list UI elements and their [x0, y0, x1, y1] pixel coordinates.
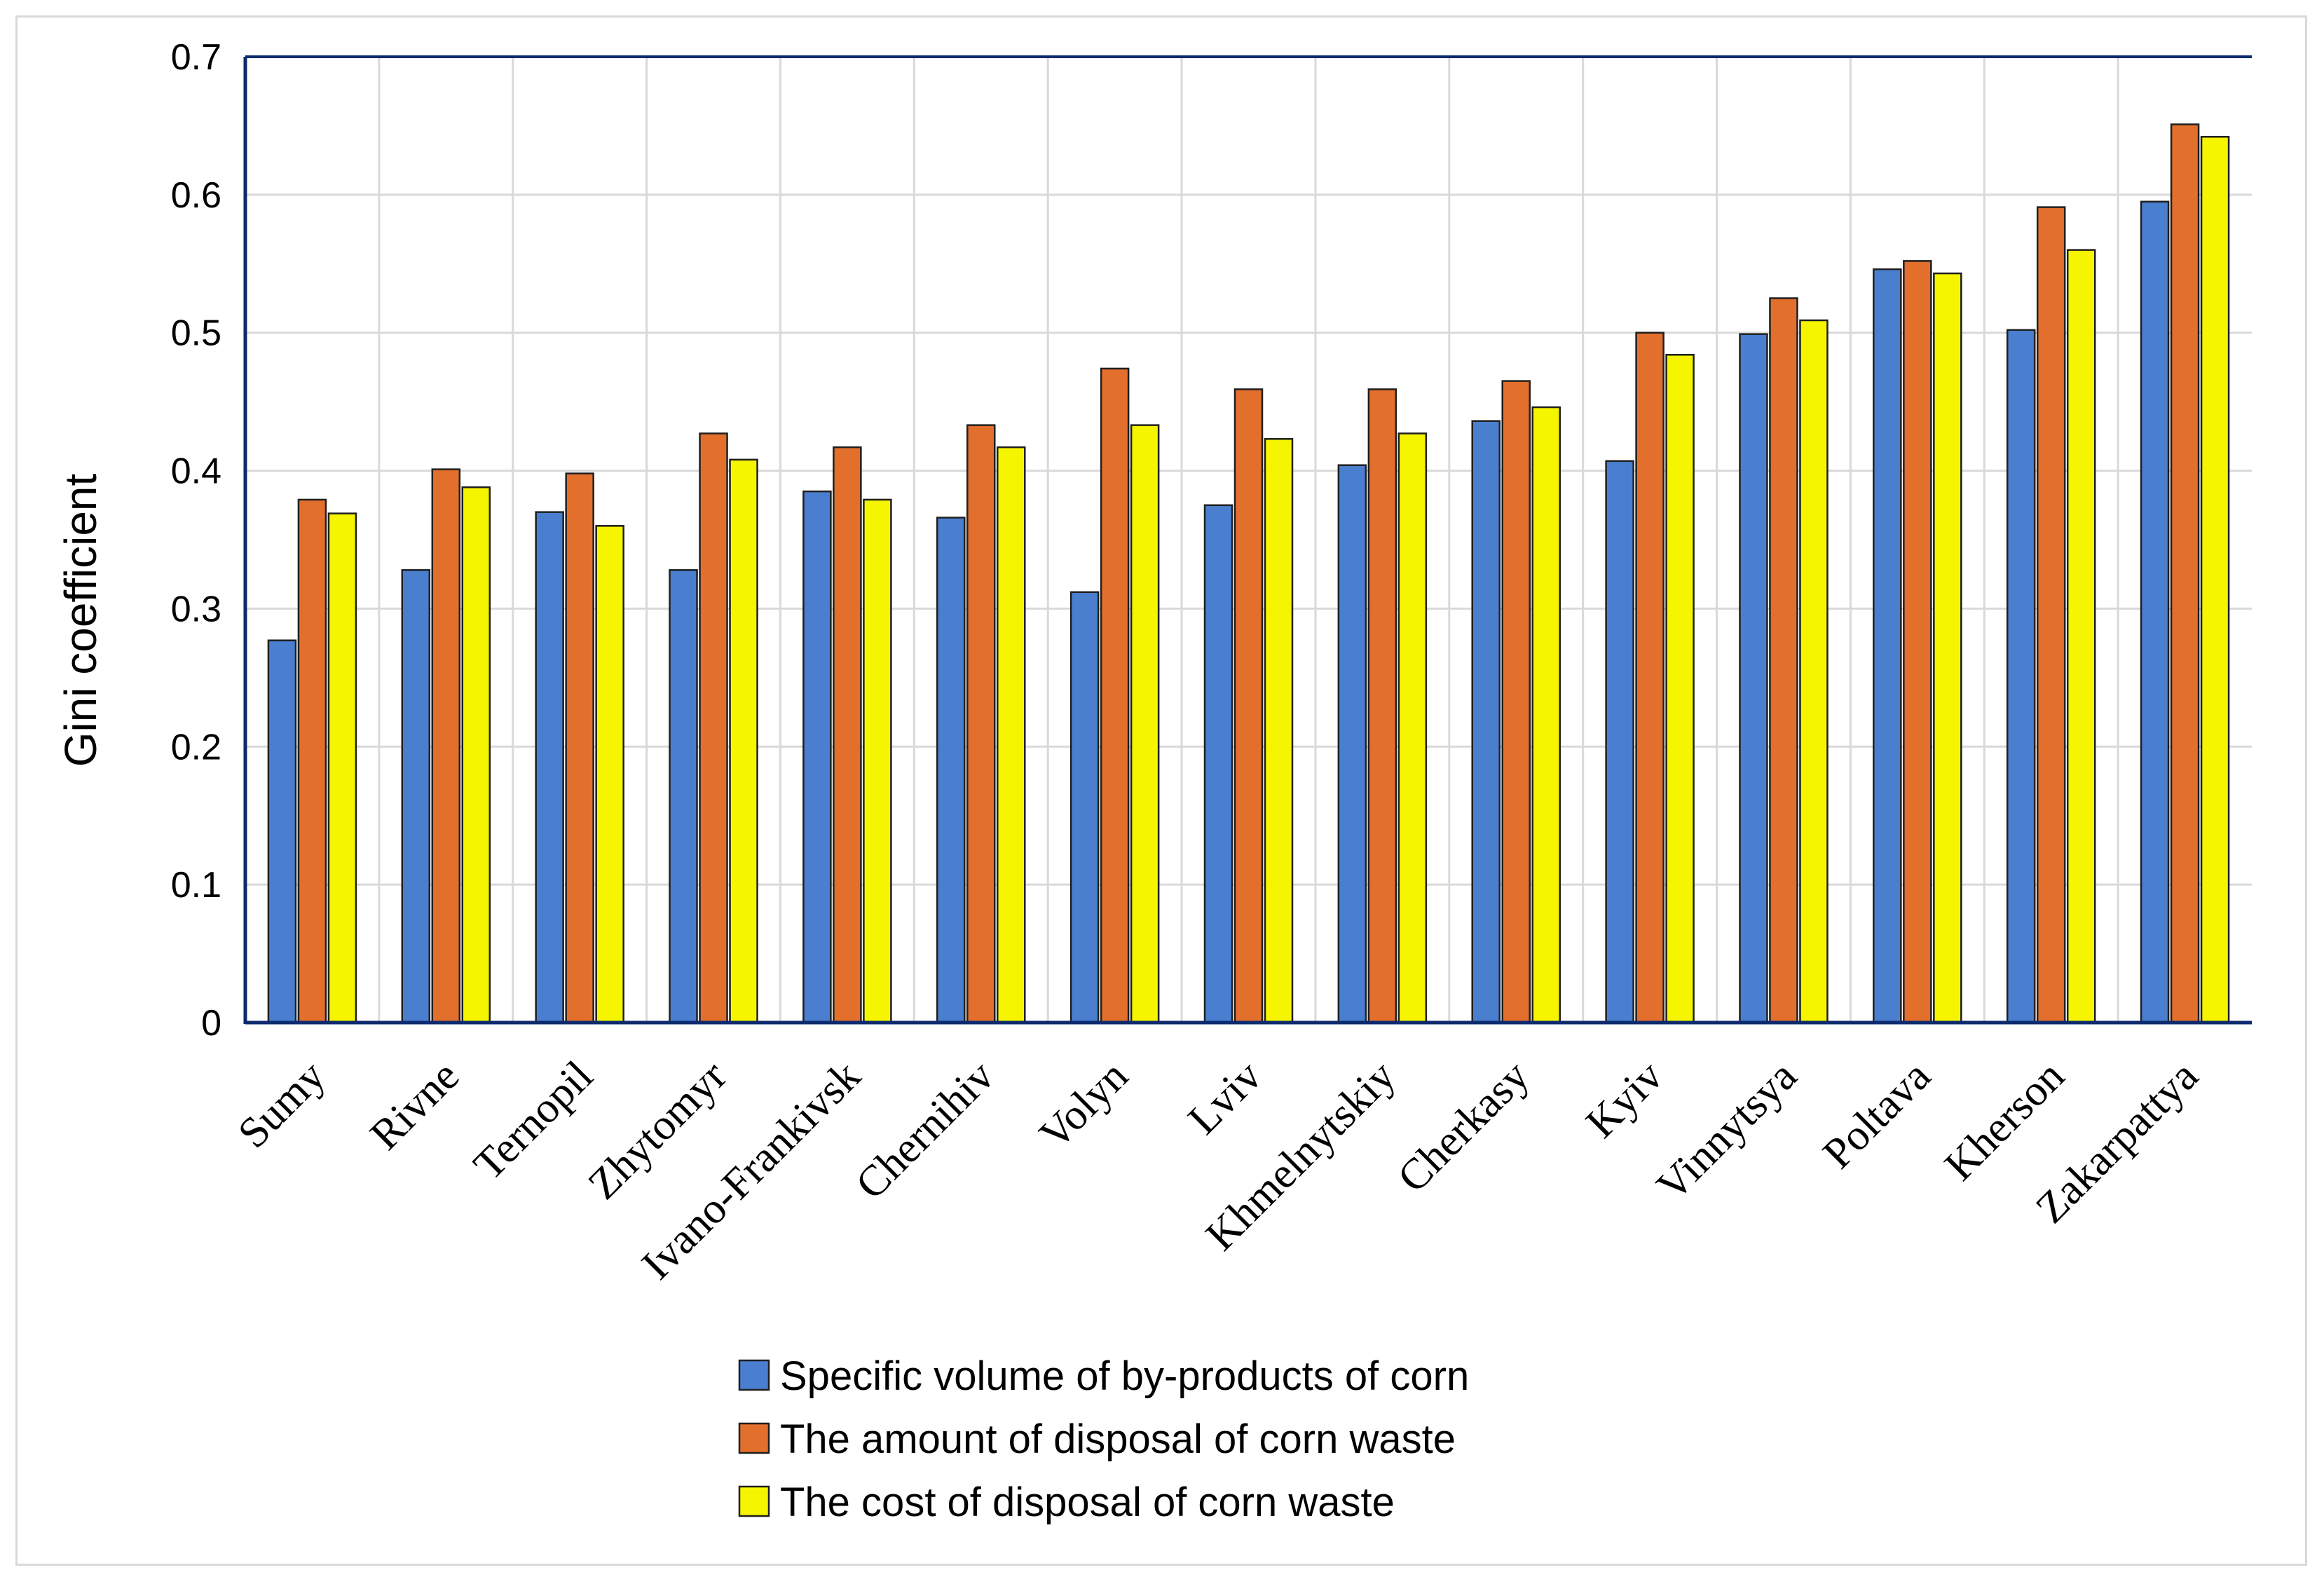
bar-series-3-kherson — [2066, 249, 2096, 1024]
bar-series-3-zakarpattya — [2200, 135, 2230, 1024]
bar-series-1-rivne — [401, 569, 431, 1024]
bars — [267, 123, 2230, 1024]
bar-series-3-kyiv — [1665, 353, 1695, 1024]
bar-series-1-zhytomyr — [669, 569, 698, 1024]
bar-series-1-khmelnytskiy — [1337, 464, 1367, 1024]
bar-series-2-rivne — [431, 468, 461, 1024]
x-tick-label-rivne: Rivne — [361, 1052, 468, 1159]
x-tick-label-chernihiv: Chernihiv — [847, 1052, 1003, 1208]
bar-series-1-volyn — [1069, 591, 1100, 1024]
legend-swatch-2 — [738, 1422, 770, 1454]
bar-series-3-rivne — [461, 486, 491, 1024]
legend-label-1: Specific volume of by-products of corn — [780, 1353, 1469, 1399]
legend: Specific volume of by-products of corn Th… — [738, 1353, 1469, 1525]
bar-series-2-khmelnytskiy — [1367, 388, 1397, 1024]
bar-series-3-poltava — [1933, 272, 1962, 1024]
legend-label-3: The cost of disposal of corn waste — [780, 1480, 1395, 1525]
x-tick-label-sumy: Sumy — [229, 1052, 334, 1157]
bar-series-1-cherkasy — [1471, 420, 1501, 1024]
bar-series-1-sumy — [267, 639, 297, 1024]
legend-swatch-3 — [738, 1485, 770, 1517]
bar-series-3-lviv — [1264, 438, 1294, 1024]
bar-series-2-volyn — [1100, 367, 1130, 1024]
bar-series-3-cherkasy — [1531, 406, 1561, 1024]
bar-series-3-ivano-frankivsk — [863, 498, 892, 1024]
bar-series-1-ternopil — [535, 511, 564, 1024]
y-tick-label: 0.2 — [171, 727, 221, 767]
y-tick-label: 0.3 — [171, 589, 221, 629]
bar-series-1-vinnytsya — [1739, 333, 1768, 1024]
x-tick-label-lviv: Lviv — [1180, 1052, 1271, 1144]
bar-series-2-chernihiv — [966, 424, 996, 1024]
bar-series-2-ternopil — [565, 472, 594, 1024]
bar-series-2-cherkasy — [1501, 380, 1531, 1024]
bar-series-3-ternopil — [595, 525, 624, 1024]
x-tick-label-vinnytsya: Vinnytsya — [1648, 1052, 1806, 1210]
x-tick-label-kyiv: Kyiv — [1577, 1052, 1672, 1147]
y-tick-label: 0 — [201, 1003, 221, 1044]
bar-series-2-vinnytsya — [1769, 297, 1798, 1024]
bar-series-2-ivano-frankivsk — [833, 446, 862, 1024]
y-axis-ticks: 0 0.1 0.2 0.3 0.4 0.5 0.6 0.7 — [171, 37, 221, 1044]
bar-series-3-khmelnytskiy — [1397, 432, 1428, 1024]
bar-series-3-sumy — [327, 512, 357, 1024]
bar-series-3-vinnytsya — [1799, 319, 1829, 1024]
bar-series-2-lviv — [1233, 388, 1264, 1024]
bar-series-1-poltava — [1873, 268, 1902, 1024]
y-tick-label: 0.6 — [171, 175, 221, 216]
bar-series-2-zhytomyr — [699, 432, 728, 1024]
gridlines — [245, 55, 2252, 1023]
gini-bar-chart: 0 0.1 0.2 0.3 0.4 0.5 0.6 0.7 Sumy RivneTernopil… — [55, 37, 2252, 1525]
x-tick-label-kherson: Kherson — [1936, 1052, 2074, 1190]
bar-series-3-chernihiv — [997, 446, 1026, 1024]
bar-series-1-kyiv — [1605, 460, 1634, 1024]
x-tick-label-volyn: Volyn — [1030, 1052, 1137, 1159]
bar-series-1-kherson — [2006, 329, 2036, 1024]
x-tick-label-cherkasy: Cherkasy — [1388, 1052, 1538, 1202]
y-tick-label: 0.4 — [171, 451, 221, 492]
bar-series-1-chernihiv — [936, 517, 966, 1024]
x-tick-label-poltava: Poltava — [1814, 1052, 1940, 1178]
bar-series-2-sumy — [297, 498, 327, 1024]
bar-series-2-kyiv — [1635, 332, 1665, 1024]
y-tick-label: 0.5 — [171, 313, 221, 354]
axes — [243, 55, 2252, 1025]
bar-series-2-kherson — [2036, 206, 2066, 1024]
y-tick-label: 0.7 — [171, 37, 221, 78]
bar-series-2-zakarpattya — [2170, 123, 2200, 1024]
x-tick-label-ternopil: Ternopil — [465, 1052, 602, 1189]
bar-series-1-ivano-frankivsk — [802, 490, 832, 1024]
x-axis-category-labels: Sumy RivneTernopilZhytomyrIvano-Frankivsk… — [229, 1052, 2208, 1289]
legend-swatch-1 — [738, 1359, 770, 1391]
bar-series-3-volyn — [1130, 424, 1160, 1024]
chart-frame: 0 0.1 0.2 0.3 0.4 0.5 0.6 0.7 Sumy Rivne Ternopil… — [15, 15, 2307, 1566]
bar-series-1-lviv — [1203, 504, 1233, 1024]
legend-label-2: The amount of disposal of corn waste — [780, 1416, 1456, 1462]
bar-series-1-zakarpattya — [2140, 200, 2170, 1024]
y-axis-title: Gini coefficient — [55, 473, 106, 767]
y-tick-label: 0.1 — [171, 865, 221, 906]
bar-series-2-poltava — [1903, 260, 1932, 1024]
bar-series-3-zhytomyr — [729, 458, 758, 1024]
